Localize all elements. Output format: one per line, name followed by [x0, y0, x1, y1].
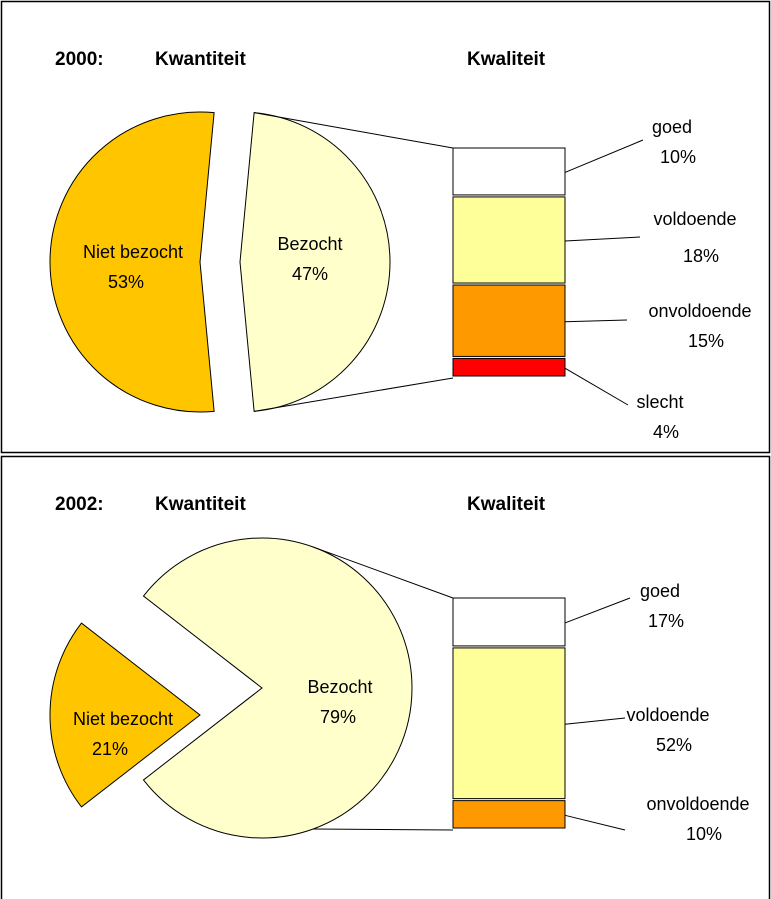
pie-label: Niet bezocht — [83, 242, 183, 262]
leader-line — [564, 717, 626, 725]
bar-segment — [452, 147, 566, 196]
pie-slice — [142, 537, 413, 839]
connector-line — [254, 112, 454, 149]
bar-label: slecht — [636, 392, 683, 412]
bar-segment — [452, 597, 566, 647]
bar-value-label: 17% — [648, 611, 684, 631]
pie-slice — [49, 622, 201, 808]
pie-label: Niet bezocht — [73, 709, 173, 729]
pie-title: Kwantiteit — [155, 494, 246, 515]
pie-title: Kwantiteit — [155, 49, 246, 70]
leader-line — [564, 236, 641, 242]
connector-line — [313, 828, 454, 831]
pie-value-label: 47% — [292, 264, 328, 284]
bar-label: onvoldoende — [646, 794, 749, 814]
pie-slice — [49, 111, 215, 413]
panel-border — [0, 455, 771, 899]
panel-title: 2000: — [55, 49, 104, 70]
bar-label: goed — [640, 581, 680, 601]
panel-border — [0, 0, 771, 454]
bar-title: Kwaliteit — [467, 49, 546, 70]
pie-label: Bezocht — [307, 677, 372, 697]
bar-segment — [452, 647, 566, 800]
bar-segment — [452, 284, 566, 357]
bar-segment — [452, 357, 566, 377]
connector-line — [313, 546, 454, 599]
bar-value-label: 4% — [653, 422, 679, 442]
pie-label: Bezocht — [277, 234, 342, 254]
connector-line — [254, 377, 454, 412]
bar-label: goed — [652, 117, 692, 137]
leader-line — [564, 597, 631, 624]
bar-label: voldoende — [653, 209, 736, 229]
bar-value-label: 10% — [660, 147, 696, 167]
leader-line — [564, 367, 629, 406]
leader-line — [564, 319, 628, 323]
bar-label: onvoldoende — [648, 301, 751, 321]
pie-value-label: 21% — [92, 739, 128, 759]
panel-title: 2002: — [55, 494, 104, 515]
pie-value-label: 53% — [108, 272, 144, 292]
leader-line — [564, 139, 644, 173]
leader-line — [564, 814, 626, 831]
bar-value-label: 10% — [686, 824, 722, 844]
bar-label: voldoende — [626, 705, 709, 725]
bar-segment — [452, 800, 566, 829]
pie-value-label: 79% — [320, 707, 356, 727]
pie-slice — [239, 112, 391, 412]
bar-value-label: 52% — [656, 735, 692, 755]
bar-value-label: 18% — [683, 246, 719, 266]
bar-segment — [452, 196, 566, 284]
bar-value-label: 15% — [688, 331, 724, 351]
bar-title: Kwaliteit — [467, 494, 546, 515]
